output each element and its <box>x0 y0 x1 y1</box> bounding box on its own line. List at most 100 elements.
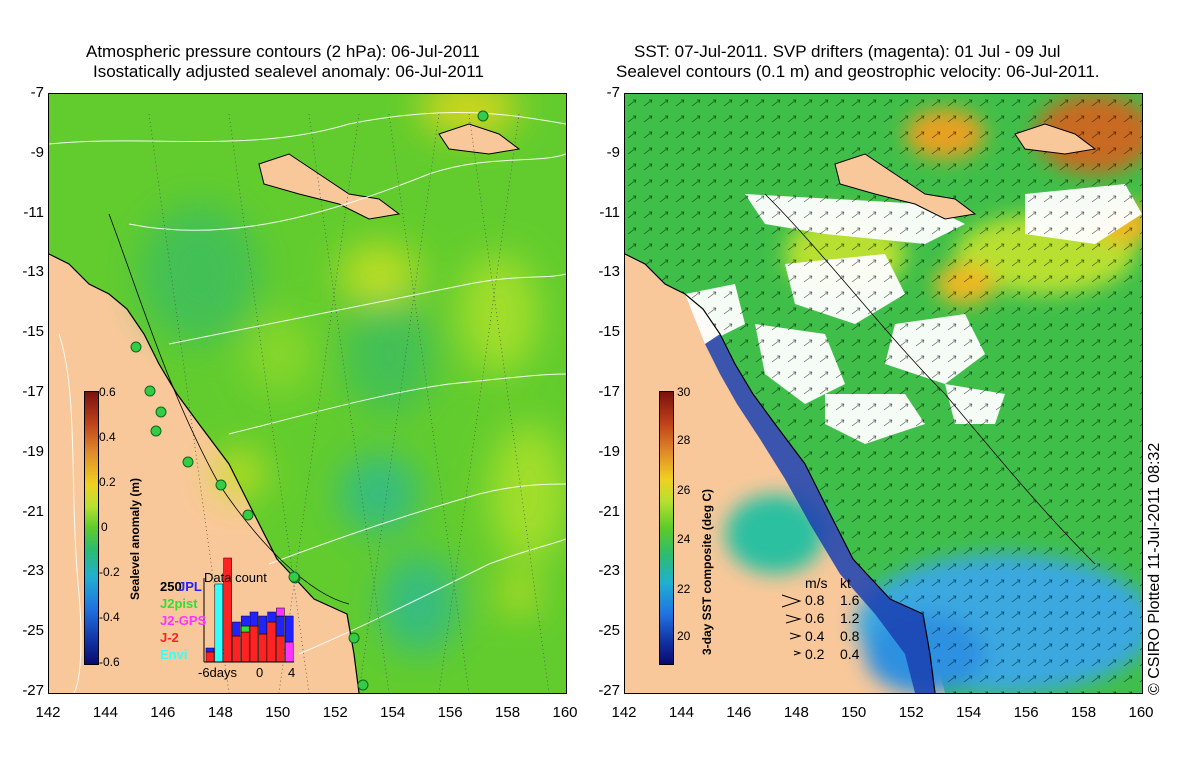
left-ytick-5: -17 <box>22 383 44 400</box>
data-count-bar-4-1 <box>240 625 250 633</box>
velocity-row-3-kt: 0.4 <box>840 646 860 662</box>
left-cbar-tick-4: -0.2 <box>99 565 120 579</box>
data-count-bar-8-2 <box>276 607 285 617</box>
right-ytick-9: -25 <box>598 622 620 640</box>
right-ytick-8: -23 <box>598 562 620 580</box>
data-count-bar-0-0 <box>205 651 215 663</box>
right-title-line1: SST: 07-Jul-2011. SVP drifters (magenta)… <box>634 42 1061 61</box>
right-map-panel <box>624 93 1143 694</box>
data-count-bar-4-0 <box>240 631 250 663</box>
coastline <box>49 253 360 693</box>
data-count-bar-9-1 <box>284 615 294 643</box>
left-xtick-7: 156 <box>437 704 463 721</box>
data-count-chart <box>203 557 294 663</box>
right-xtick-8: 158 <box>1071 704 1097 721</box>
right-cbar-tick-3: 24 <box>677 532 691 546</box>
right-ytick-6: -19 <box>598 442 620 460</box>
right-xtick-5: 152 <box>898 704 924 721</box>
data-count-xlabel-start: -6days <box>198 665 238 680</box>
right-cbar-tick-5: 20 <box>677 629 691 643</box>
data-count-bar-5-0 <box>249 625 259 663</box>
left-cbar-tick-6: -0.6 <box>99 655 120 669</box>
right-cbar-tick-0: 30 <box>677 385 691 399</box>
right-xtick-9: 160 <box>1128 704 1154 721</box>
left-xtick-4: 150 <box>265 704 291 721</box>
right-map-svg <box>625 94 1142 693</box>
velocity-row-2-ms: 0.4 <box>805 628 825 644</box>
right-xtick-6: 154 <box>956 704 982 721</box>
left-xtick-0: 142 <box>35 704 61 721</box>
left-colorbar-label: Sealevel anomaly (m) <box>128 477 142 600</box>
left-ytick-10: -27 <box>22 682 44 699</box>
data-count-bar-7-0 <box>267 621 276 663</box>
island-png <box>258 153 401 220</box>
right-cbar-tick-4: 22 <box>677 582 691 596</box>
data-count-bar-5-1 <box>249 611 259 627</box>
data-count-inset: Data count 250 JPL J2pist J2-GPS J-2 Env… <box>160 528 300 680</box>
right-xtick-0: 142 <box>611 704 637 721</box>
left-xtick-2: 146 <box>150 704 176 721</box>
velocity-row-0-kt: 1.6 <box>840 592 860 608</box>
credit-text: © CSIRO Plotted 11-Jul-2011 08:32 <box>1146 442 1163 695</box>
left-ytick-8: -23 <box>22 562 44 580</box>
data-count-ymax: 250 <box>160 579 182 594</box>
right-ytick-1: -9 <box>606 143 620 161</box>
island-small <box>438 123 521 155</box>
velocity-header-kt: kt <box>840 575 851 591</box>
right-ytick-4: -15 <box>598 323 620 341</box>
right-title-line2: Sealevel contours (0.1 m) and geostrophi… <box>616 62 1100 81</box>
right-ytick-5: -17 <box>598 383 620 400</box>
left-cbar-tick-1: 0.4 <box>99 430 116 444</box>
right-cbar-tick-1: 28 <box>677 433 691 447</box>
data-count-bar-0-1 <box>205 647 215 653</box>
velocity-legend: m/s kt 0.8 1.6 0.6 1.2 0.4 0.8 0.2 0.4 <box>780 575 880 665</box>
left-title-line1: Atmospheric pressure contours (2 hPa): 0… <box>86 42 480 61</box>
right-xtick-7: 156 <box>1013 704 1039 721</box>
data-count-bar-1-0 <box>214 583 224 663</box>
data-count-bar-3-0 <box>232 635 241 663</box>
left-xtick-9: 160 <box>552 704 578 721</box>
velocity-row-1-ms: 0.6 <box>805 610 825 626</box>
data-count-bar-4-2 <box>240 615 250 627</box>
data-count-bar-6-0 <box>258 633 268 663</box>
left-ytick-7: -21 <box>22 502 44 520</box>
left-xtick-6: 154 <box>380 704 406 721</box>
left-ytick-2: -11 <box>23 203 44 221</box>
velocity-row-0-ms: 0.8 <box>805 592 825 608</box>
left-colorbar <box>84 391 99 665</box>
left-xtick-5: 152 <box>322 704 348 721</box>
legend-j2gps: J2-GPS <box>160 613 207 628</box>
right-xtick-3: 148 <box>783 704 809 721</box>
data-count-title: Data count <box>204 570 267 585</box>
left-ytick-1: -9 <box>30 143 44 161</box>
right-xtick-1: 144 <box>668 704 694 721</box>
right-ytick-3: -13 <box>598 263 620 281</box>
data-count-xlabel-end: 4 <box>288 665 296 680</box>
data-count-bar-8-1 <box>276 615 285 637</box>
data-count-bar-9-0 <box>284 641 294 663</box>
left-ytick-6: -19 <box>22 442 44 460</box>
left-map-svg <box>49 94 566 693</box>
left-ytick-0: -7 <box>30 84 44 101</box>
left-cbar-tick-0: 0.6 <box>99 385 116 399</box>
velocity-row-2-kt: 0.8 <box>840 628 860 644</box>
left-cbar-tick-5: -0.4 <box>99 610 120 624</box>
left-ytick-3: -13 <box>22 263 44 281</box>
left-xtick-1: 144 <box>92 704 118 721</box>
right-colorbar-label: 3-day SST composite (deg C) <box>700 488 714 655</box>
legend-j2pist: J2pist <box>160 596 198 611</box>
left-ytick-4: -15 <box>22 323 44 341</box>
data-count-bar-8-0 <box>276 635 285 663</box>
velocity-header-ms: m/s <box>805 575 828 591</box>
right-colorbar <box>659 391 674 665</box>
left-xtick-3: 148 <box>207 704 233 721</box>
left-cbar-tick-3: 0 <box>101 520 108 534</box>
legend-jpl: JPL <box>178 579 202 594</box>
legend-j2: J-2 <box>160 630 179 645</box>
data-count-bar-6-1 <box>258 615 268 635</box>
velocity-arrows <box>781 594 802 656</box>
legend-envi: Envi <box>160 647 188 662</box>
right-ytick-0: -7 <box>606 84 620 101</box>
right-cbar-tick-2: 26 <box>677 483 691 497</box>
right-xtick-4: 150 <box>841 704 867 721</box>
